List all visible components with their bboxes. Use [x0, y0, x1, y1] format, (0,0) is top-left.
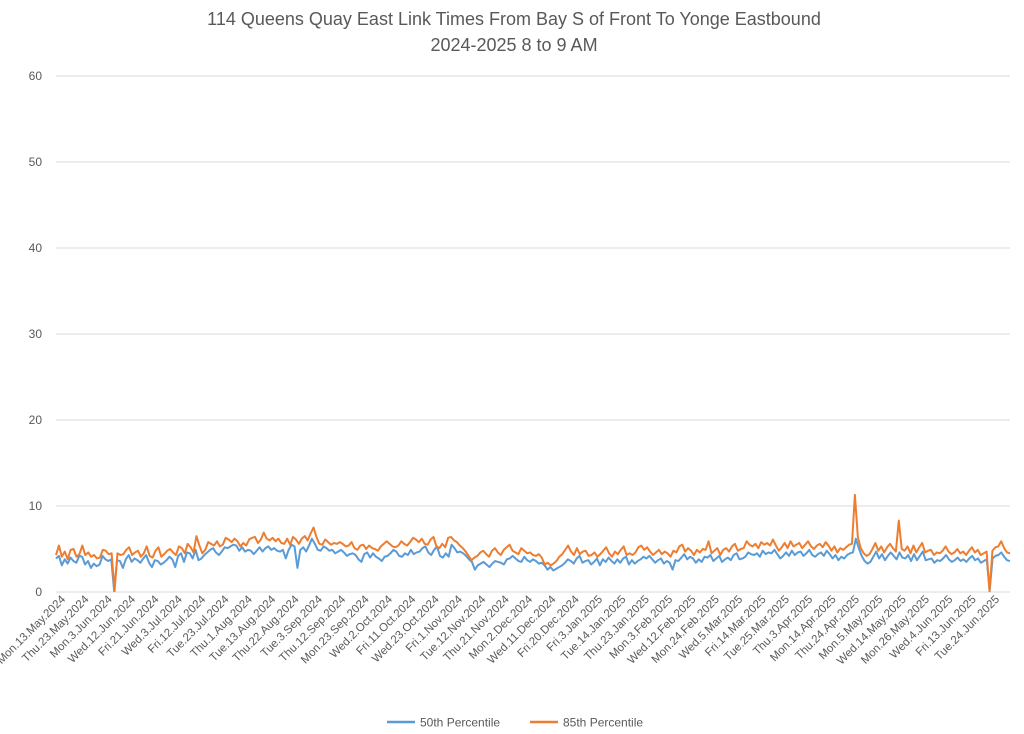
series-line-50th-percentile — [55, 537, 1011, 593]
y-tick-label: 0 — [35, 585, 42, 599]
y-axis: 0 10 20 30 40 50 60 — [29, 69, 43, 599]
legend-label-50th: 50th Percentile — [420, 716, 500, 730]
legend: 50th Percentile 85th Percentile — [387, 716, 643, 730]
gridlines — [56, 75, 1010, 593]
plot-area — [55, 493, 1011, 593]
y-tick-label: 20 — [29, 413, 43, 427]
y-tick-label: 60 — [29, 69, 43, 83]
chart-subtitle: 2024-2025 8 to 9 AM — [430, 35, 597, 55]
y-tick-label: 50 — [29, 155, 43, 169]
y-tick-label: 10 — [29, 499, 43, 513]
y-tick-label: 30 — [29, 327, 43, 341]
chart-title: 114 Queens Quay East Link Times From Bay… — [207, 9, 821, 29]
y-tick-label: 40 — [29, 241, 43, 255]
series-line-85th-percentile — [55, 493, 1011, 593]
x-axis: Mon.13.May.2024Thu.23.May.2024Mon.3.Jun.… — [0, 593, 1002, 667]
legend-label-85th: 85th Percentile — [563, 716, 643, 730]
